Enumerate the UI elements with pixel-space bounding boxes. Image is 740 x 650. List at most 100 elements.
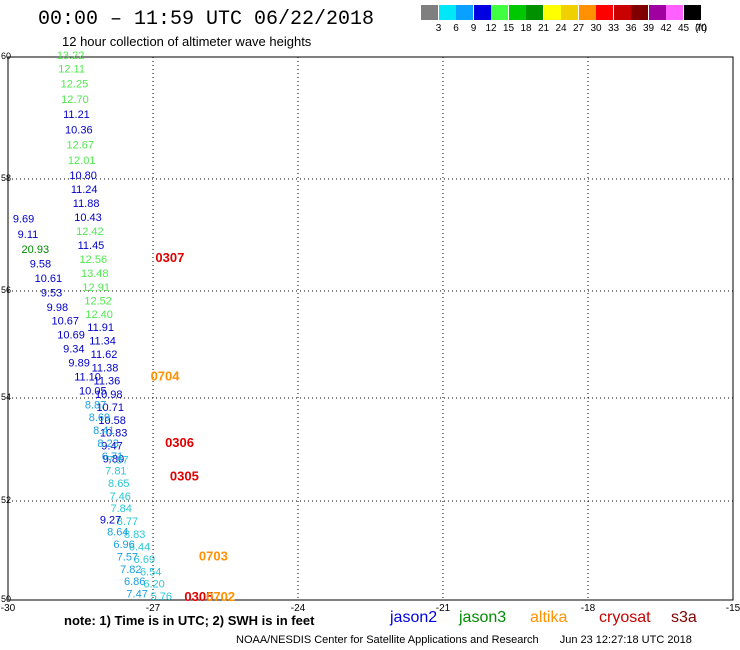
colorbar-swatch xyxy=(631,5,648,20)
credit-agency: NOAA/NESDIS Center for Satellite Applica… xyxy=(236,634,539,646)
wave-height-value: 9.47 xyxy=(101,441,122,453)
wave-height-value: 10.67 xyxy=(52,316,80,328)
legend-jason2: jason2 xyxy=(390,609,438,626)
wave-height-value: 10.71 xyxy=(96,402,124,414)
wave-height-value: 11.88 xyxy=(73,198,100,210)
colorbar-label: 24 xyxy=(555,23,567,34)
wave-height-value: 7.87 xyxy=(107,454,128,466)
wave-height-value: 10.43 xyxy=(74,212,102,224)
longitude-tick-label: -24 xyxy=(291,603,306,614)
wave-height-value: 11.38 xyxy=(92,362,119,374)
legend-cryosat: cryosat xyxy=(599,609,651,626)
latitude-tick-label: 58 xyxy=(1,173,11,183)
wave-height-value: 12.25 xyxy=(61,79,89,91)
wave-height-value: 10.83 xyxy=(100,428,128,440)
credit-timestamp: Jun 23 12:27:18 UTC 2018 xyxy=(559,634,692,646)
wave-height-value: 9.89 xyxy=(68,357,89,369)
wave-height-value: 9.98 xyxy=(47,302,68,314)
wave-height-value: 8.69 xyxy=(89,412,110,424)
wave-height-value: 11.45 xyxy=(78,240,105,252)
pass-id-label: 0305 xyxy=(184,589,213,604)
wave-height-value: 11.34 xyxy=(89,336,116,348)
map-frame xyxy=(7,56,734,601)
wave-height-value: 12.40 xyxy=(85,309,113,321)
wave-height-value: 9.53 xyxy=(41,287,62,299)
latitude-tick-label: 50 xyxy=(1,594,11,604)
colorbar-swatch xyxy=(543,5,561,20)
colorbar-swatch xyxy=(613,5,631,20)
wave-height-value: 20.93 xyxy=(22,244,50,256)
colorbar-swatch xyxy=(491,5,508,20)
wave-height-value: 9.80 xyxy=(103,453,124,465)
colorbar-label: 45 xyxy=(677,23,690,34)
pass-id-label: 0703 xyxy=(199,548,228,563)
wave-height-value: 6.20 xyxy=(143,579,164,591)
colorbar-swatch xyxy=(508,5,526,20)
wave-height-value: 9.58 xyxy=(30,258,51,270)
longitude-tick-label: -30 xyxy=(1,603,16,614)
wave-height-value: 7.46 xyxy=(110,491,131,503)
colorbar-swatch xyxy=(648,5,666,20)
colorbar-swatch xyxy=(666,5,683,20)
colorbar-swatch xyxy=(456,5,473,20)
wave-height-value: 6.86 xyxy=(124,576,145,588)
latitude-tick-label: 60 xyxy=(1,51,11,61)
wave-height-value: 12.52 xyxy=(84,295,112,307)
wave-height-value: 11.91 xyxy=(87,322,114,334)
wave-height-value: 6.69 xyxy=(134,554,155,566)
colorbar-label: 21 xyxy=(537,23,550,34)
colorbar-label: 30 xyxy=(590,23,602,34)
wave-height-value: 7.57 xyxy=(117,551,138,563)
longitude-tick-label: -27 xyxy=(146,603,161,614)
latitude-tick-label: 54 xyxy=(1,392,11,402)
wave-height-value: 9.11 xyxy=(18,229,39,241)
wave-height-value: 7.81 xyxy=(105,466,126,478)
latitude-tick-label: 52 xyxy=(1,495,11,505)
wave-height-value: 10.61 xyxy=(35,273,63,285)
colorbar-label: 12 xyxy=(485,23,497,34)
wave-height-value: 10.80 xyxy=(69,170,97,182)
wave-height-value: 12.56 xyxy=(80,254,108,266)
colorbar-label: 39 xyxy=(642,23,655,34)
wave-height-value: 6.44 xyxy=(129,542,150,554)
wave-height-value: 10.58 xyxy=(98,415,126,427)
wave-height-value: 6.96 xyxy=(113,539,134,551)
map-title: 00:00 – 11:59 UTC 06/22/2018 xyxy=(38,8,375,31)
wave-height-value: 9.69 xyxy=(13,214,34,226)
wave-height-value: 8.64 xyxy=(107,527,128,539)
wave-height-value: 9.34 xyxy=(63,344,84,356)
wave-height-value: 12.67 xyxy=(66,140,94,152)
pass-id-label: 0306 xyxy=(165,435,194,450)
colorbar-label: 42 xyxy=(660,23,672,34)
wave-height-value: 7.84 xyxy=(110,503,131,515)
pass-id-label: 0305 xyxy=(170,468,199,483)
wave-height-value: 11.10 xyxy=(74,371,101,383)
wave-height-value: 7.82 xyxy=(120,564,141,576)
wave-height-value: 12.01 xyxy=(68,155,96,167)
wave-height-value: 10.98 xyxy=(95,389,123,401)
pass-id-label: 0704 xyxy=(151,368,181,383)
longitude-tick-label: -21 xyxy=(436,603,451,614)
colorbar-label: 33 xyxy=(607,23,620,34)
wave-height-value: 8.23 xyxy=(97,438,118,450)
wave-height-value: 10.36 xyxy=(65,124,93,136)
colorbar-swatch xyxy=(596,5,613,20)
wave-height-value: 12.91 xyxy=(82,282,110,294)
footer-note: note: 1) Time is in UTC; 2) SWH is in fe… xyxy=(64,613,315,628)
wave-height-value: 8.87 xyxy=(85,399,106,411)
longitude-tick-label: -15 xyxy=(726,603,740,614)
colorbar-swatch xyxy=(578,5,596,20)
colorbar-label: 18 xyxy=(520,23,532,34)
wave-height-value: 6.54 xyxy=(140,566,161,578)
wave-height-value: 9.27 xyxy=(100,514,121,526)
colorbar-label: 9 xyxy=(470,23,477,34)
footer-credit: NOAA/NESDIS Center for Satellite Applica… xyxy=(236,634,692,646)
legend-jason3: jason3 xyxy=(459,609,507,626)
wave-height-value: 12.70 xyxy=(61,94,89,106)
wave-height-value: 11.21 xyxy=(63,109,90,121)
wave-height-value: 5.76 xyxy=(151,591,172,603)
pass-id-label: 0307 xyxy=(155,250,184,265)
pass-id-label: 0702 xyxy=(206,589,235,604)
longitude-tick-label: -18 xyxy=(581,603,596,614)
